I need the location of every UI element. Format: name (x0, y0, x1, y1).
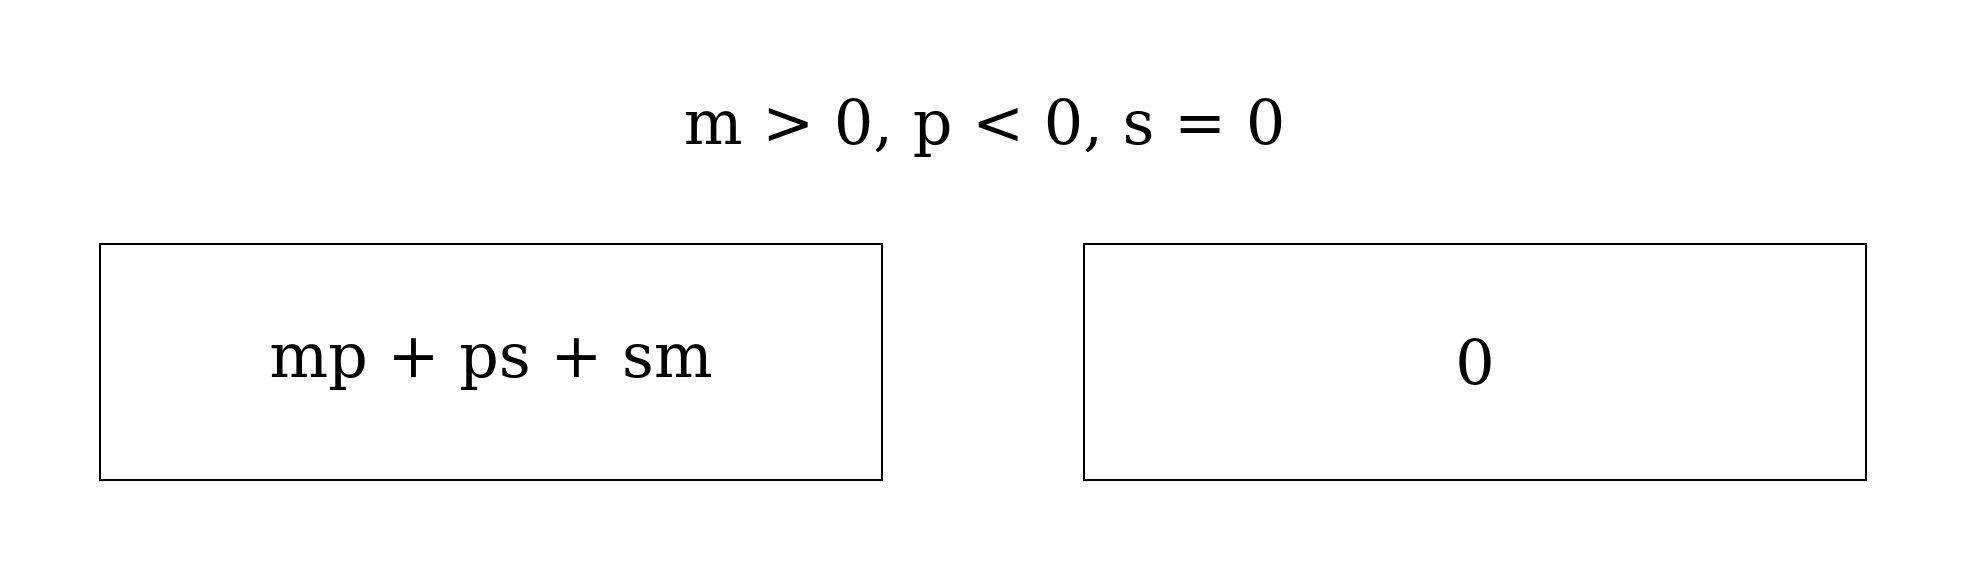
expression-box: mp + ps + sm (99, 243, 883, 481)
result-text: 0 (1455, 325, 1495, 399)
expression-text: mp + ps + sm (269, 318, 713, 392)
result-box: 0 (1083, 243, 1867, 481)
condition-label: m > 0, p < 0, s = 0 (683, 86, 1286, 159)
